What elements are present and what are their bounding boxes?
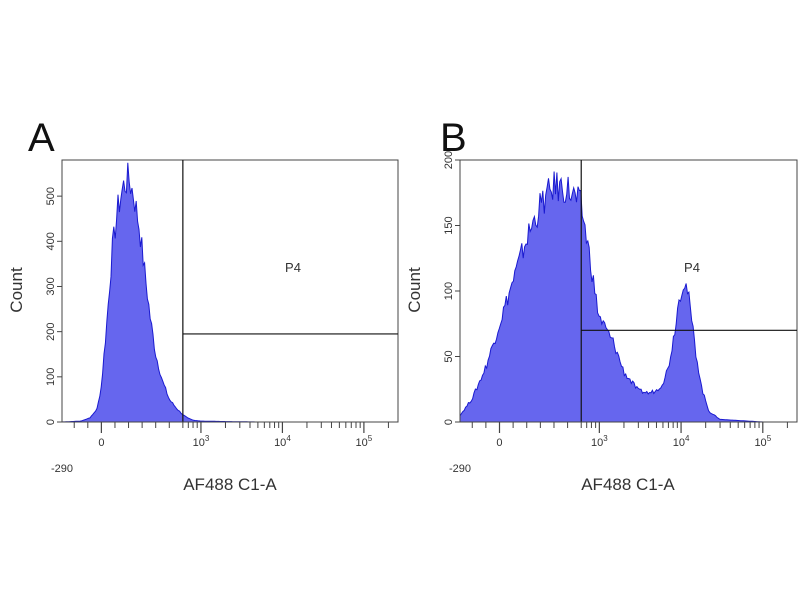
gate-label: P4 (684, 260, 700, 275)
y-tick-label: 0 (45, 419, 57, 425)
gate-label: P4 (285, 260, 301, 275)
x-tick-label: 104 (673, 434, 690, 449)
x-min-label: -290 (449, 463, 471, 475)
x-tick-exponent: 3 (205, 434, 210, 443)
y-tick-label: 100 (45, 368, 57, 386)
y-tick-label: 400 (45, 232, 57, 250)
y-tick-label: 100 (443, 282, 455, 300)
x-tick-label: 0 (98, 437, 104, 449)
x-tick-label: 0 (496, 437, 502, 449)
y-tick-label: 0 (443, 419, 455, 425)
histogram-area (459, 171, 797, 423)
y-tick-label: 150 (443, 216, 455, 234)
x-tick-label: 103 (193, 434, 210, 449)
y-tick-label: 300 (45, 277, 57, 295)
y-tick-label: 200 (45, 322, 57, 340)
x-tick-exponent: 4 (286, 434, 291, 443)
panel-letter: A (28, 116, 55, 160)
x-axis-title: AF488 C1-A (581, 475, 675, 494)
y-axis-title: Count (405, 267, 424, 313)
y-tick-label: 50 (443, 350, 455, 362)
chart-panel-b: B P4 0 50 100 150 200 0 103 104 105 -290 AF488 C1-A C… (405, 116, 798, 494)
chart-panel-a: A P4 0 100 200 300 400 500 0 103 104 105 -290 AF488 C… (7, 116, 399, 494)
y-tick-label: 500 (45, 187, 57, 205)
x-tick-label: 105 (754, 434, 771, 449)
x-tick-exponent: 5 (767, 434, 772, 443)
x-tick-exponent: 4 (685, 434, 690, 443)
x-tick-exponent: 3 (603, 434, 608, 443)
x-tick-label: 103 (591, 434, 608, 449)
x-tick-label: 104 (274, 434, 291, 449)
y-tick-label: 200 (443, 151, 455, 169)
panel-letter: B (440, 116, 467, 160)
histogram-area (61, 162, 398, 423)
x-tick-exponent: 5 (368, 434, 373, 443)
y-axis-title: Count (7, 267, 26, 313)
x-min-label: -290 (51, 463, 73, 475)
x-tick-label: 105 (356, 434, 373, 449)
x-axis-title: AF488 C1-A (183, 475, 277, 494)
